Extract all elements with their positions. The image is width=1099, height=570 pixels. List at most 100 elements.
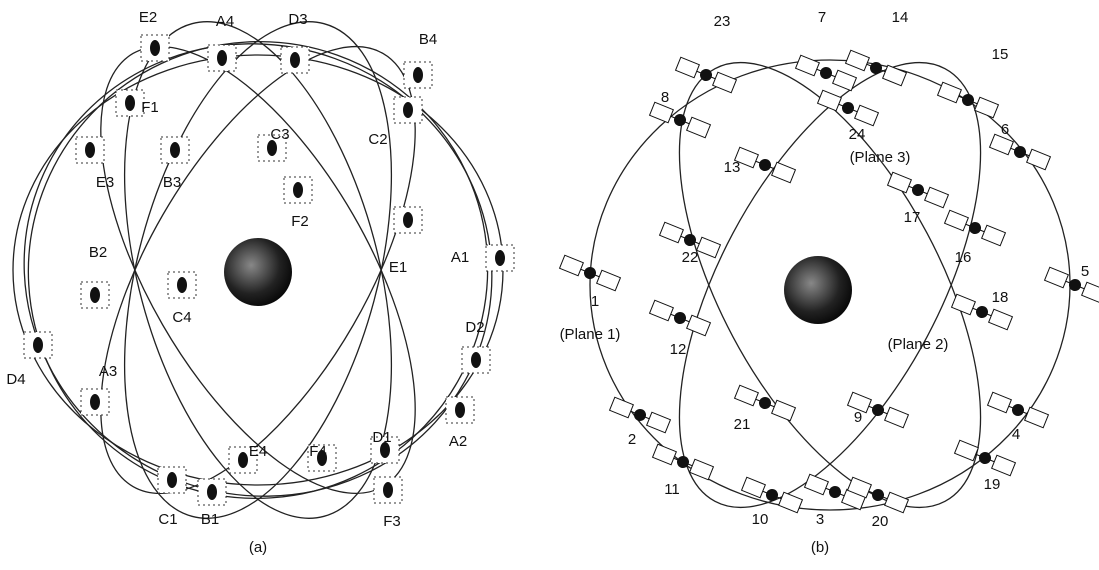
satellite — [658, 221, 722, 259]
satellite-body — [455, 402, 465, 418]
solar-panel — [777, 491, 804, 514]
satellite-label: 18 — [992, 289, 1009, 306]
satellite — [393, 96, 423, 124]
satellite-body — [495, 250, 505, 266]
satellite-body — [403, 102, 413, 118]
solar-panel — [711, 71, 738, 94]
satellite-body — [969, 222, 981, 234]
satellite-label: 8 — [661, 89, 669, 106]
solar-panel — [648, 101, 675, 124]
solar-panel — [651, 443, 678, 466]
satellite-label: C1 — [158, 511, 177, 528]
satellite-label: E2 — [139, 9, 157, 26]
satellite — [943, 209, 1007, 247]
satellite-label: 3 — [816, 511, 824, 528]
satellite-body — [317, 450, 327, 466]
satellite-label: 16 — [955, 249, 972, 266]
satellite-body — [829, 486, 841, 498]
solar-panel — [770, 399, 797, 422]
satellite-label: B4 — [419, 31, 437, 48]
satellite — [207, 44, 237, 72]
earth — [784, 256, 852, 324]
satellite — [608, 396, 672, 434]
satellite-label: C2 — [368, 131, 387, 148]
satellite-label: F1 — [141, 99, 159, 116]
satellite — [197, 478, 227, 506]
satellite-label: 1 — [591, 293, 599, 310]
satellite — [740, 476, 804, 514]
satellite-body — [677, 456, 689, 468]
caption: (b) — [811, 539, 829, 556]
satellite-body — [674, 312, 686, 324]
satellite — [461, 346, 491, 374]
solar-panel — [1023, 406, 1050, 429]
satellite-body — [471, 352, 481, 368]
satellite — [950, 293, 1014, 331]
satellite-label: 4 — [1012, 426, 1020, 443]
solar-panel — [973, 96, 1000, 119]
satellite-body — [125, 95, 135, 111]
satellite-body — [962, 94, 974, 106]
solar-panel — [936, 81, 963, 104]
satellite — [228, 446, 258, 474]
satellite-label: 21 — [734, 416, 751, 433]
satellite-label: 19 — [984, 476, 1001, 493]
satellite — [157, 466, 187, 494]
solar-panel — [1025, 148, 1052, 171]
satellite — [558, 254, 622, 292]
orbit — [678, 61, 982, 509]
satellite-label: 12 — [670, 341, 687, 358]
satellite-label: C4 — [172, 309, 191, 326]
satellite-label: 17 — [904, 209, 921, 226]
satellite-label: E1 — [389, 259, 407, 276]
satellite-label: F4 — [309, 443, 327, 460]
solar-panel — [881, 64, 908, 87]
solar-panel — [558, 254, 585, 277]
solar-panel — [886, 171, 913, 194]
satellite-body — [634, 409, 646, 421]
satellite-body — [759, 397, 771, 409]
satellite — [648, 299, 712, 337]
solar-panel — [883, 406, 910, 429]
solar-panel — [595, 269, 622, 292]
satellite-body — [290, 52, 300, 68]
solar-panel — [853, 104, 880, 127]
satellite-label: E3 — [96, 174, 114, 191]
plane-label: (Plane 3) — [850, 149, 911, 166]
solar-panel — [685, 314, 712, 337]
solar-panel — [733, 146, 760, 169]
solar-panel — [816, 89, 843, 112]
satellite — [988, 133, 1052, 171]
satellite-label: B2 — [89, 244, 107, 261]
satellite-body — [267, 140, 277, 156]
satellite-frame — [280, 46, 310, 74]
satellite-frame — [207, 44, 237, 72]
satellite-body — [684, 234, 696, 246]
caption: (a) — [249, 539, 267, 556]
orbit — [123, 21, 393, 519]
solar-panel — [688, 458, 715, 481]
satellite — [846, 391, 910, 429]
satellite-label: 7 — [818, 9, 826, 26]
satellite-label: A4 — [216, 13, 234, 30]
satellite-body — [1014, 146, 1026, 158]
satellite-body — [90, 287, 100, 303]
satellite — [886, 171, 950, 209]
satellite-body — [912, 184, 924, 196]
solar-panel — [1080, 281, 1099, 304]
solar-panel — [831, 69, 858, 92]
satellite — [373, 476, 403, 504]
solar-panel — [695, 236, 722, 259]
solar-panel — [988, 133, 1015, 156]
plane-label: (Plane 2) — [888, 336, 949, 353]
satellite — [1043, 266, 1099, 304]
satellite-label: E4 — [249, 443, 267, 460]
satellite-body — [759, 159, 771, 171]
satellite-label: 24 — [849, 126, 866, 143]
satellite — [953, 439, 1017, 477]
orbit — [27, 40, 489, 500]
satellite-label: F2 — [291, 213, 309, 230]
satellite — [75, 136, 105, 164]
satellite — [936, 81, 1000, 119]
satellite-body — [976, 306, 988, 318]
